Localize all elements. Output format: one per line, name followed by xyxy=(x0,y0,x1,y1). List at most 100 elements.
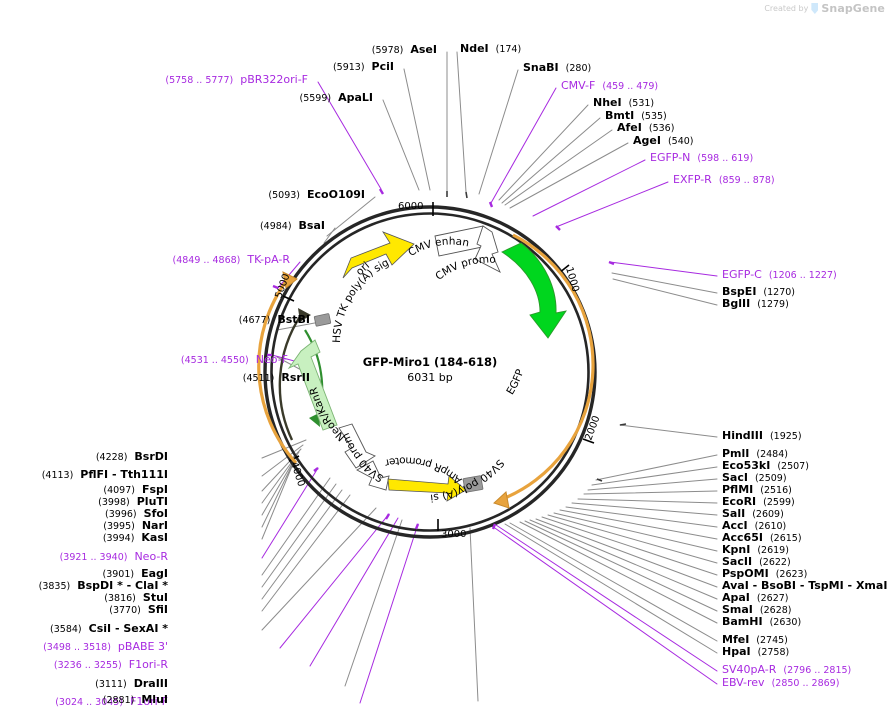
site-label-ecori[interactable]: EcoRI (2599) xyxy=(722,496,795,508)
site-label-exfp-r[interactable]: EXFP-R (859 .. 878) xyxy=(673,174,775,186)
site-position: (4511) xyxy=(242,373,275,384)
site-label-pflfi-tth111i[interactable]: (4113) PflFI - Tth111I xyxy=(42,469,168,481)
site-label-pmli[interactable]: PmlI (2484) xyxy=(722,448,788,460)
site-label-bspdi-clai[interactable]: (3835) BspDI * - ClaI * xyxy=(39,580,168,592)
site-label-asei[interactable]: (5978) AseI xyxy=(372,44,437,56)
site-label-hpai[interactable]: HpaI (2758) xyxy=(722,646,789,658)
site-name: EXFP-R xyxy=(673,173,712,186)
site-label-nari[interactable]: (3995) NarI xyxy=(103,520,168,532)
site-name: EGFP-N xyxy=(650,151,691,164)
site-position: (2516) xyxy=(760,485,792,496)
site-label-egfp-c[interactable]: EGFP-C (1206 .. 1227) xyxy=(722,269,837,281)
site-position: (2615) xyxy=(769,533,802,544)
site-label-kasi[interactable]: (3994) KasI xyxy=(103,532,168,544)
inner-ring-arcs xyxy=(278,308,324,441)
site-label-rsrii[interactable]: (4511) RsrII xyxy=(243,372,310,384)
site-label-tk-pa-r[interactable]: (4849 .. 4868) TK-pA-R xyxy=(173,254,290,266)
site-position: (5599) xyxy=(299,93,332,104)
site-label-neo-f[interactable]: (4531 .. 4550) Neo-F xyxy=(181,354,288,366)
site-name: ApaI xyxy=(722,591,750,604)
site-label-egfp-n[interactable]: EGFP-N (598 .. 619) xyxy=(650,152,753,164)
site-label-sfii[interactable]: (3770) SfiI xyxy=(109,604,168,616)
site-name: EcoRI xyxy=(722,495,757,508)
site-label-bglii[interactable]: BglII (1279) xyxy=(722,298,789,310)
site-label-acci[interactable]: AccI (2610) xyxy=(722,520,786,532)
site-name: EcoO109I xyxy=(307,188,365,201)
site-label-ecoo109i[interactable]: (5093) EcoO109I xyxy=(268,189,365,201)
site-label-smai[interactable]: SmaI (2628) xyxy=(722,604,792,616)
site-label-bstbi[interactable]: (4677) BstBI xyxy=(239,314,310,326)
site-label-apali[interactable]: (5599) ApaLI xyxy=(299,92,373,104)
site-name: EBV-rev xyxy=(722,676,765,689)
site-label-cmv-f[interactable]: CMV-F (459 .. 479) xyxy=(561,80,658,92)
site-label-ebv-rev[interactable]: EBV-rev (2850 .. 2869) xyxy=(722,677,839,689)
site-name: EagI xyxy=(141,567,168,580)
site-label-bmti[interactable]: BmtI (535) xyxy=(605,110,667,122)
site-position: (2627) xyxy=(756,593,789,604)
site-name: MluI xyxy=(141,693,168,706)
site-label-pspomi[interactable]: PspOMI (2623) xyxy=(722,568,807,580)
site-label-sacii[interactable]: SacII (2622) xyxy=(722,556,791,568)
site-label-agei[interactable]: AgeI (540) xyxy=(633,135,694,147)
site-label-f1ori-f[interactable]: (3024 .. 3045) F1ori-F xyxy=(55,696,168,708)
site-position: (5913) xyxy=(332,62,365,73)
site-position: (1279) xyxy=(757,299,789,310)
site-label-kpni[interactable]: KpnI (2619) xyxy=(722,544,789,556)
site-position: (4531 .. 4550) xyxy=(180,355,249,366)
site-label-avai-bsobi-tspmi-xmai[interactable]: AvaI - BsoBI - TspMI - XmaI (2626) xyxy=(722,580,893,592)
feature-ori xyxy=(342,231,415,279)
site-label-bamhi[interactable]: BamHI (2630) xyxy=(722,616,801,628)
site-label-snabi[interactable]: SnaBI (280) xyxy=(523,62,591,74)
site-label-eco53ki[interactable]: Eco53kI (2507) xyxy=(722,460,809,472)
site-label-pflmi[interactable]: PflMI (2516) xyxy=(722,484,792,496)
site-position: (4849 .. 4868) xyxy=(172,255,241,266)
feature-ampr-promoter xyxy=(356,460,390,491)
site-name: F1ori-R xyxy=(128,658,168,671)
site-label-f1ori-r[interactable]: (3236 .. 3255) F1ori-R xyxy=(54,659,168,671)
site-label-fspi[interactable]: (4097) FspI xyxy=(103,484,168,496)
site-position: (3921 .. 3940) xyxy=(59,552,128,563)
site-label-mlui[interactable]: (2881) MluI xyxy=(103,694,168,706)
site-name: Acc65I xyxy=(722,531,763,544)
site-label-pcii[interactable]: (5913) PciI xyxy=(333,61,394,73)
site-label-pbabe-3[interactable]: (3498 .. 3518) pBABE 3' xyxy=(43,641,168,653)
site-label-acc65i[interactable]: Acc65I (2615) xyxy=(722,532,802,544)
site-label-nhei[interactable]: NheI (531) xyxy=(593,97,654,109)
site-label-draiii[interactable]: (3111) DraIII xyxy=(95,678,168,690)
site-name: PmlI xyxy=(722,447,750,460)
site-position: (3996) xyxy=(105,509,137,520)
site-label-bspei[interactable]: BspEI (1270) xyxy=(722,286,795,298)
site-name: AccI xyxy=(722,519,748,532)
site-label-pluti[interactable]: (3998) PluTI xyxy=(98,496,168,508)
site-label-ndei[interactable]: NdeI (174) xyxy=(460,43,521,55)
site-position: (4677) xyxy=(238,315,271,326)
site-label-neo-r[interactable]: (3921 .. 3940) Neo-R xyxy=(60,551,168,563)
orf-ring-arrowheads xyxy=(282,271,510,509)
site-label-sfoi[interactable]: (3996) SfoI xyxy=(105,508,168,520)
site-label-csii-sexai[interactable]: (3584) CsiI - SexAI * xyxy=(50,623,168,635)
site-name: pBR322ori-F xyxy=(240,73,308,86)
site-label-pbr322ori-f[interactable]: (5758 .. 5777) pBR322ori-F xyxy=(165,74,308,86)
site-name: SacII xyxy=(722,555,753,568)
site-label-stui[interactable]: (3816) StuI xyxy=(104,592,168,604)
site-label-sv40pa-r[interactable]: SV40pA-R (2796 .. 2815) xyxy=(722,664,851,676)
site-label-hindiii[interactable]: HindIII (1925) xyxy=(722,430,802,442)
site-position: (1206 .. 1227) xyxy=(768,270,837,281)
site-label-afei[interactable]: AfeI (536) xyxy=(617,122,674,134)
feature-cmv-promoter xyxy=(474,225,501,273)
site-label-bsrdi[interactable]: (4228) BsrDI xyxy=(96,451,168,463)
site-label-sali[interactable]: SalI (2609) xyxy=(722,508,784,520)
tick-label-2000: 2000 xyxy=(583,414,602,442)
site-position: (3901) xyxy=(102,569,135,580)
watermark-prefix: Created by xyxy=(764,4,809,13)
site-label-saci[interactable]: SacI (2509) xyxy=(722,472,787,484)
site-name: EGFP-C xyxy=(722,268,762,281)
site-label-apai[interactable]: ApaI (2627) xyxy=(722,592,789,604)
site-name: NheI xyxy=(593,96,622,109)
site-label-eagi[interactable]: (3901) EagI xyxy=(103,568,169,580)
site-label-mfei[interactable]: MfeI (2745) xyxy=(722,634,788,646)
site-position: (2484) xyxy=(756,449,788,460)
site-name: RsrII xyxy=(281,371,310,384)
site-label-bsai[interactable]: (4984) BsaI xyxy=(260,220,325,232)
site-position: (3994) xyxy=(102,533,135,544)
